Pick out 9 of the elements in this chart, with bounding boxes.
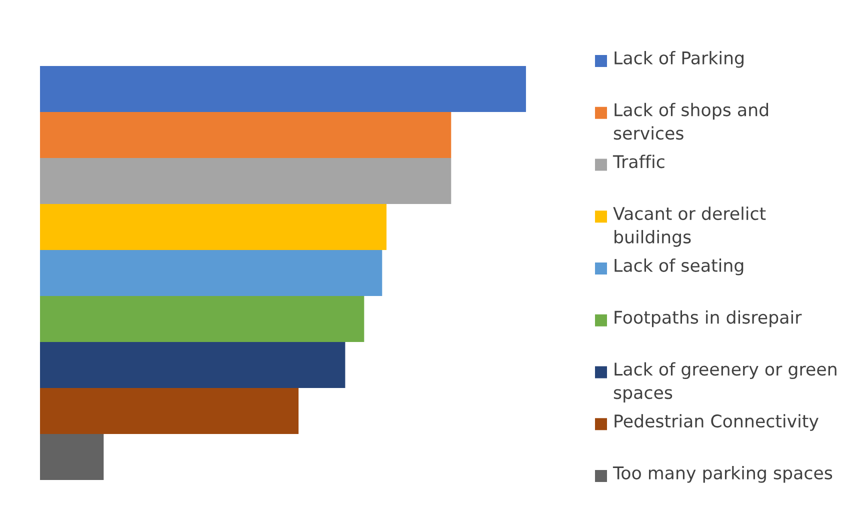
- legend-label: Lack of seating: [614, 258, 744, 276]
- legend-label: Lack of shops and services: [614, 102, 768, 140]
- legend-label: Vacant or derelict buildings: [613, 206, 766, 247]
- legend-label: Traffic: [612, 154, 664, 168]
- legend-label: Too many parking spaces: [612, 466, 832, 483]
- legend-label: Lack of greenery or green spaces: [614, 362, 836, 402]
- legend-label: Footpaths in disrepair: [614, 310, 802, 328]
- legend-label: Pedestrian Connectivity: [614, 414, 818, 431]
- legend-label: Lack of Parking: [614, 51, 744, 68]
